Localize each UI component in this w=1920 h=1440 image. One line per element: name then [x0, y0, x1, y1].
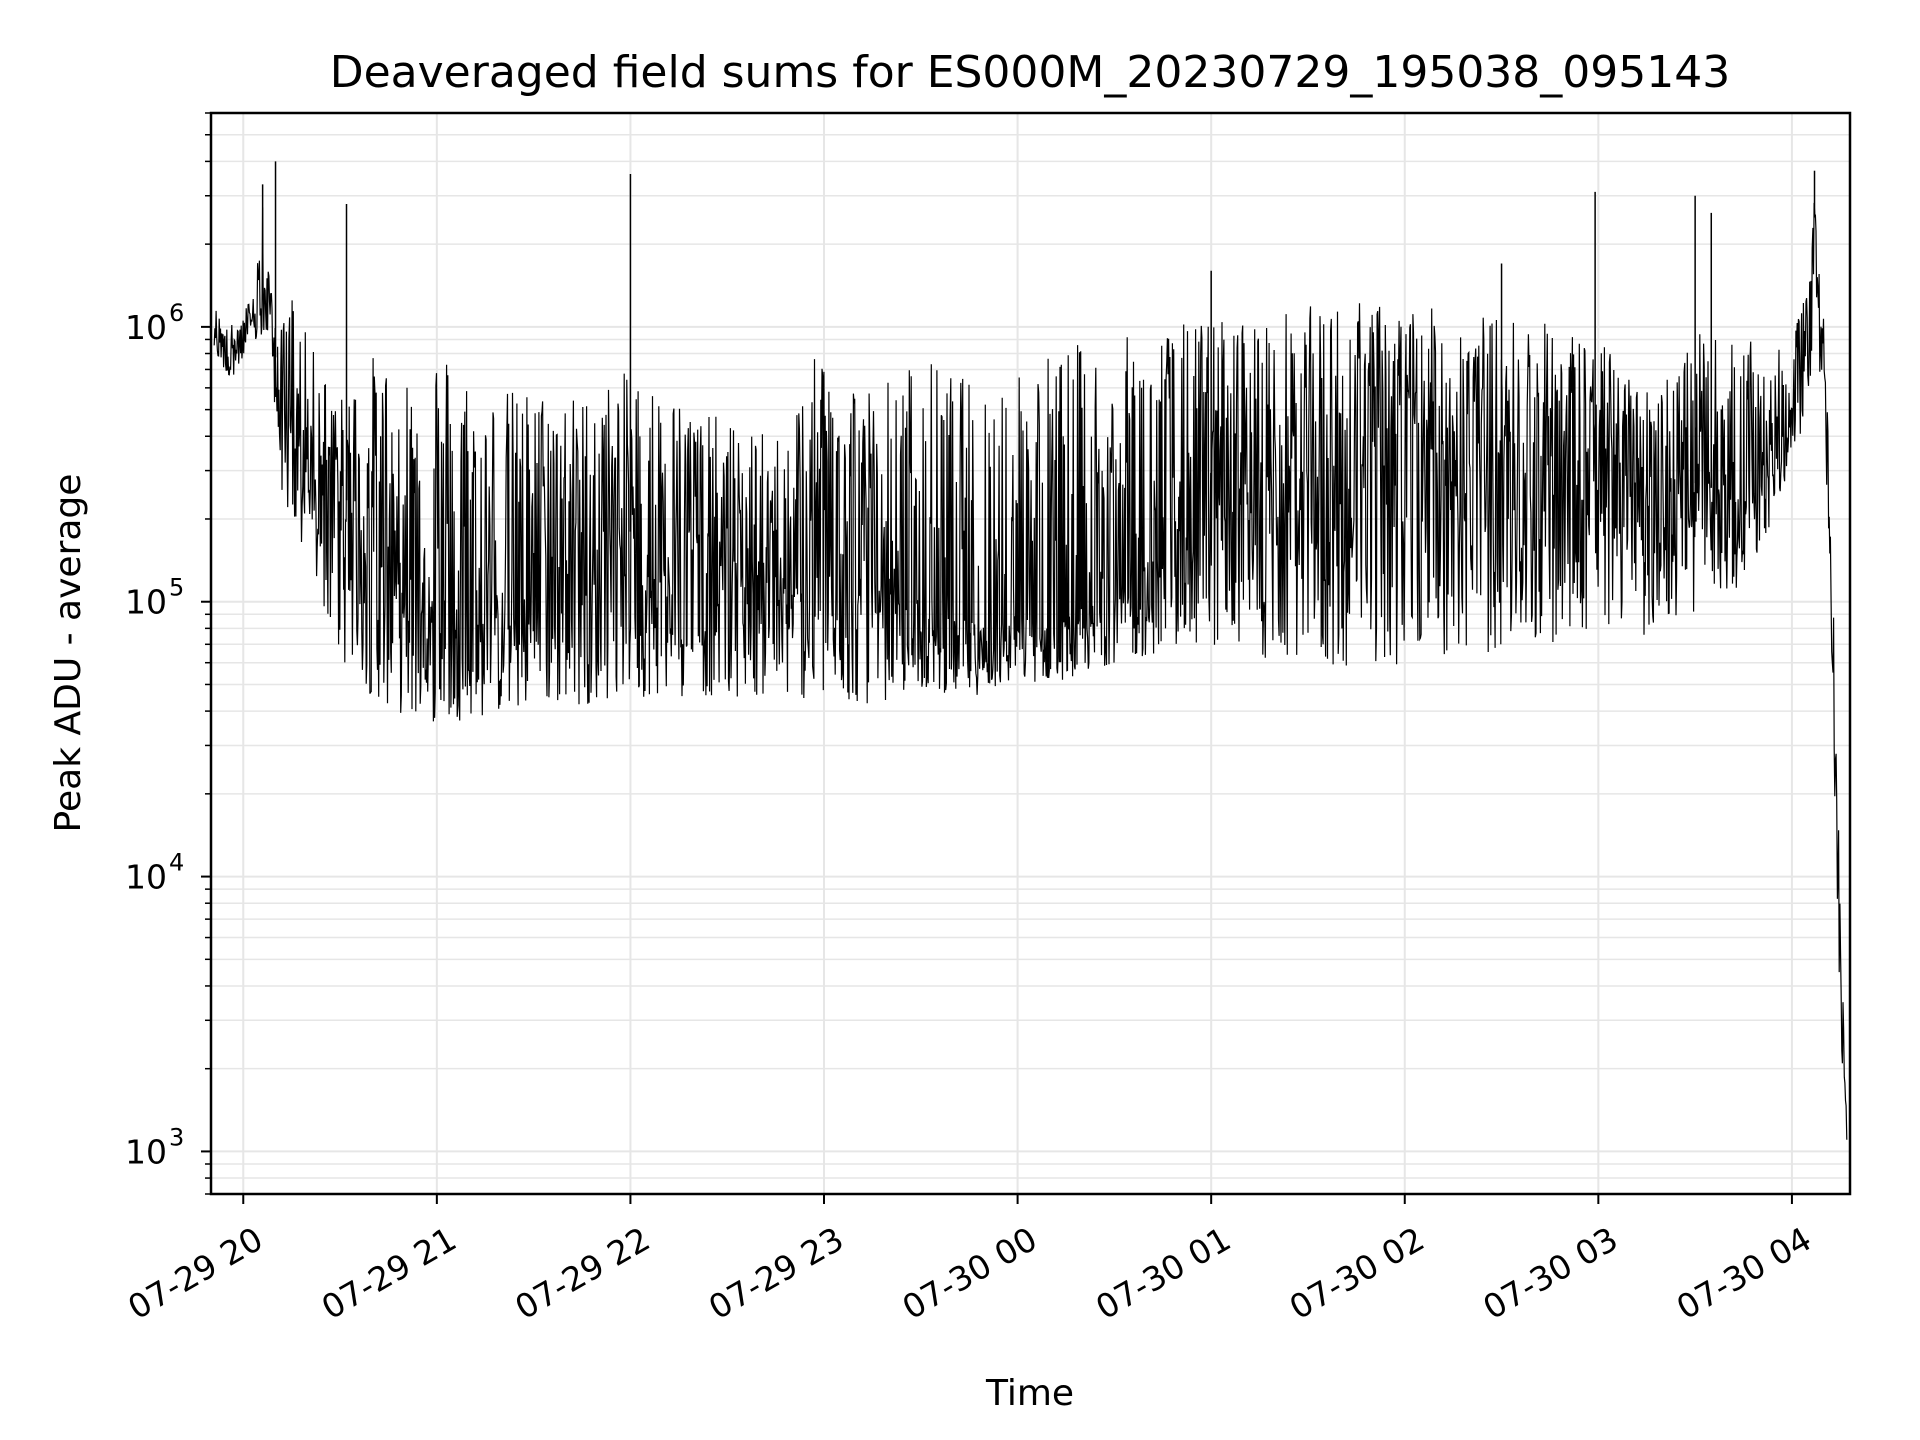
- y-tick-label: 10: [125, 1132, 167, 1171]
- x-axis-label: Time: [985, 1373, 1074, 1414]
- y-tick-label-exponent: 6: [169, 299, 184, 327]
- y-tick-label-exponent: 5: [169, 574, 184, 602]
- y-tick-label-exponent: 4: [169, 849, 184, 877]
- series-line: [213, 202, 1848, 1140]
- y-tick-label-exponent: 3: [169, 1123, 184, 1151]
- grid: [211, 112, 1850, 1195]
- y-tick-label: 10: [125, 308, 167, 347]
- plot-frame: [209, 111, 1852, 1196]
- data-series: [213, 161, 1848, 1140]
- y-axis-label: Peak ADU - average: [48, 474, 89, 833]
- y-tick-label: 10: [125, 858, 167, 897]
- y-tick-label: 10: [125, 583, 167, 622]
- chart-title: Deaveraged field sums for ES000M_2023072…: [330, 47, 1731, 98]
